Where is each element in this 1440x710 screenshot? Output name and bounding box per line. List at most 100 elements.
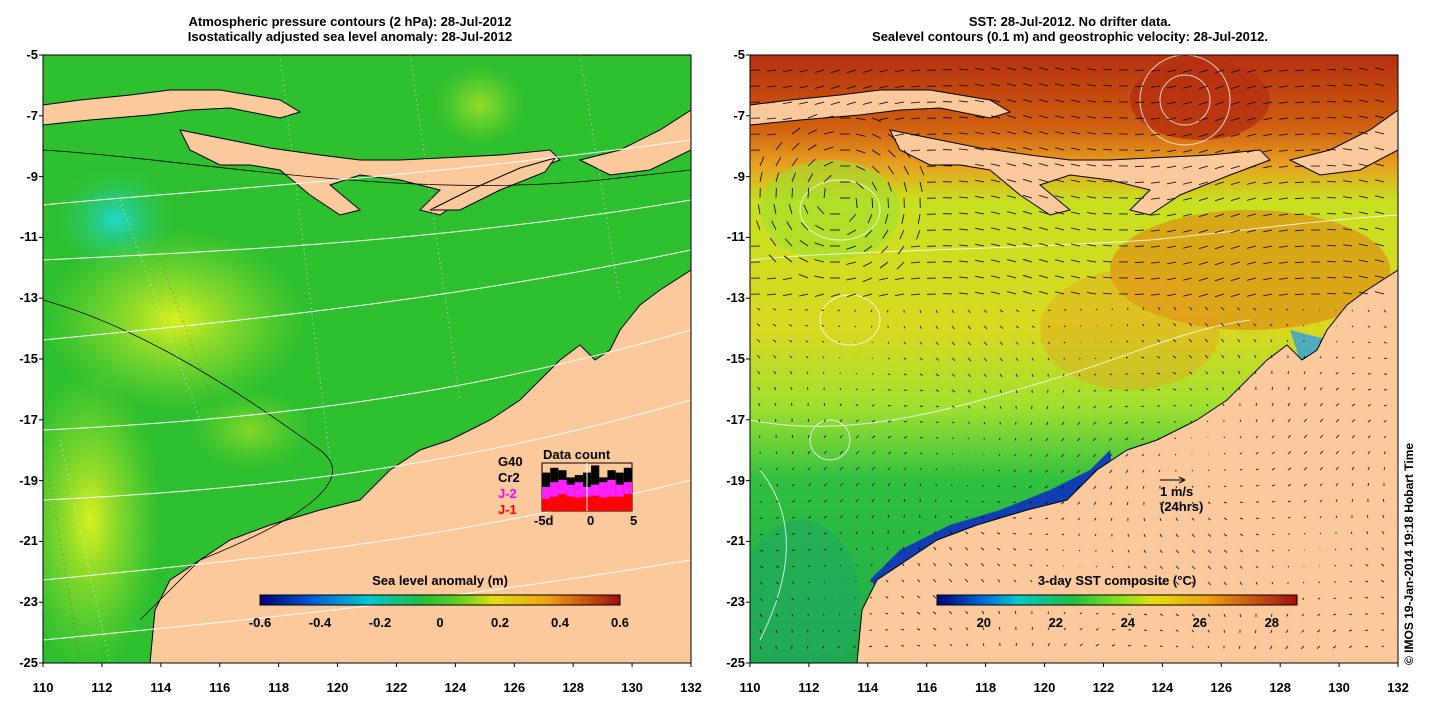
velocity-arrow (775, 549, 780, 552)
velocity-arrow (1166, 85, 1177, 89)
velocity-arrow (1054, 227, 1065, 231)
velocity-arrow (990, 259, 1001, 263)
right-x-tick-label: 114 (857, 680, 879, 695)
velocity-arrow (1278, 197, 1289, 200)
velocity-arrow (870, 580, 873, 583)
velocity-arrow (1143, 581, 1147, 585)
velocity-arrow (1230, 181, 1241, 186)
velocity-arrow (901, 579, 905, 583)
velocity-arrow (1367, 404, 1372, 407)
velocity-arrow (1230, 101, 1241, 106)
velocity-arrow (1174, 453, 1177, 456)
velocity-arrow (1367, 388, 1372, 391)
velocity-arrow (1054, 243, 1065, 247)
velocity-arrow (1022, 290, 1033, 295)
velocity-arrow (1172, 355, 1177, 359)
velocity-arrow (1191, 645, 1194, 648)
velocity-arrow (775, 581, 779, 585)
left-x-tick-label: 114 (150, 680, 172, 695)
velocity-arrow (1126, 485, 1129, 490)
velocity-arrow (855, 117, 866, 121)
velocity-arrow (1246, 293, 1257, 297)
velocity-arrow (910, 101, 921, 104)
velocity-arrow (1374, 195, 1385, 199)
velocity-arrow (1294, 149, 1305, 152)
velocity-arrow (791, 483, 795, 487)
velocity-arrow (1076, 485, 1081, 490)
velocity-arrow (871, 482, 875, 487)
velocity-arrow (775, 565, 780, 568)
velocity-arrow (786, 221, 793, 231)
velocity-arrow (1109, 485, 1113, 490)
velocity-arrow (1190, 421, 1193, 423)
velocity-arrow (1253, 323, 1257, 327)
velocity-arrow (1223, 485, 1227, 487)
velocity-arrow (871, 197, 874, 209)
velocity-arrow (1093, 405, 1097, 409)
velocity-arrow (775, 467, 778, 471)
velocity-arrow (1038, 290, 1049, 295)
velocity-arrow (1271, 451, 1275, 455)
velocity-arrow (1038, 114, 1049, 119)
velocity-arrow (1223, 629, 1226, 633)
velocity-arrow (1278, 245, 1289, 248)
velocity-arrow (855, 419, 859, 423)
velocity-arrow (1367, 341, 1371, 344)
velocity-arrow (1358, 195, 1369, 199)
right-x-tick-label: 118 (975, 680, 997, 695)
velocity-arrow (771, 220, 777, 231)
velocity-arrow (1294, 229, 1305, 232)
velocity-arrow (759, 645, 762, 650)
velocity-arrow (805, 340, 809, 343)
velocity-arrow (1108, 421, 1113, 425)
velocity-key-duration: (24hrs) (1160, 499, 1204, 514)
velocity-arrow (1287, 402, 1291, 407)
colorbar-tick-label: 0.4 (550, 615, 570, 630)
velocity-arrow (1236, 307, 1241, 311)
velocity-arrow (1191, 549, 1196, 554)
velocity-arrow (1095, 565, 1097, 568)
velocity-arrow (1207, 629, 1210, 633)
velocity-arrow (1006, 195, 1017, 199)
velocity-arrow (807, 467, 811, 471)
velocity-arrow (1351, 419, 1356, 423)
velocity-arrow (974, 147, 985, 151)
velocity-arrow (1230, 245, 1241, 250)
velocity-arrow (1070, 227, 1081, 231)
velocity-arrow (1038, 242, 1049, 247)
velocity-arrow (855, 149, 866, 154)
velocity-arrow (1335, 418, 1340, 423)
velocity-arrow (1348, 613, 1353, 615)
velocity-arrow (1358, 243, 1369, 247)
velocity-arrow (910, 277, 921, 280)
velocity-arrow (1246, 69, 1257, 73)
right-y-tick-label: -13 (726, 290, 745, 306)
velocity-arrow (1173, 405, 1177, 407)
velocity-arrow (1303, 434, 1308, 439)
velocity-arrow (1188, 322, 1193, 327)
velocity-arrow (879, 261, 889, 269)
velocity-arrow (823, 483, 828, 487)
velocity-arrow (1047, 325, 1051, 328)
velocity-arrow (782, 69, 793, 72)
velocity-arrow (1270, 339, 1273, 343)
velocity-arrow (1223, 517, 1228, 521)
velocity-arrow (1294, 277, 1305, 280)
velocity-arrow (1189, 387, 1193, 391)
velocity-arrow (1238, 387, 1241, 391)
velocity-arrow (878, 69, 889, 73)
left-y-tick-label: -9 (26, 168, 38, 184)
velocity-arrow (1166, 293, 1177, 297)
velocity-arrow (1319, 434, 1324, 439)
velocity-arrow (871, 419, 876, 423)
velocity-arrow (1078, 373, 1081, 376)
velocity-arrow (1365, 580, 1369, 583)
left-y-tick-label: -19 (19, 472, 38, 488)
velocity-arrow (1366, 515, 1369, 519)
velocity-arrow (1175, 533, 1179, 538)
right-x-tick-label: 112 (798, 680, 820, 695)
velocity-arrow (807, 434, 810, 439)
velocity-arrow (1158, 453, 1161, 456)
velocity-arrow (1300, 645, 1305, 650)
velocity-arrow (958, 244, 969, 247)
